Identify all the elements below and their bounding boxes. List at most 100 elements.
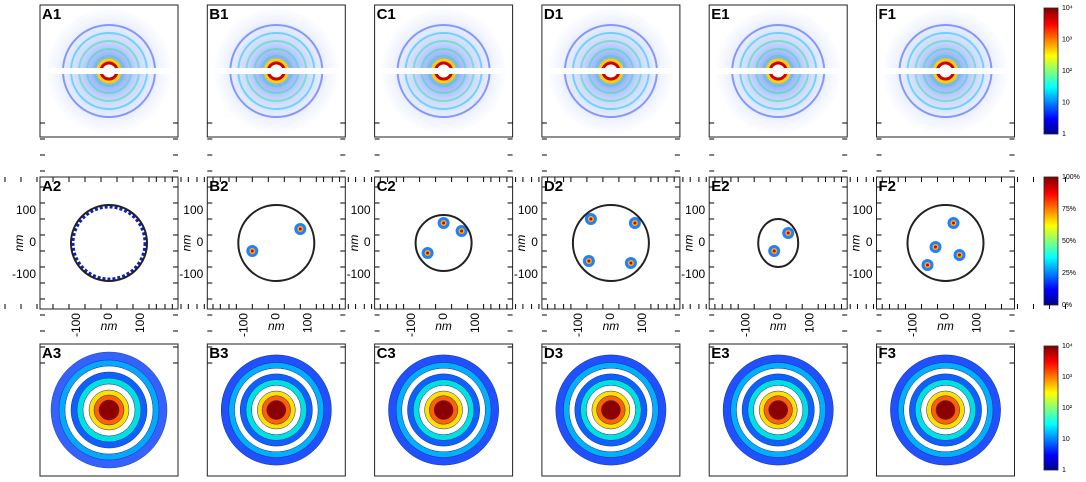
beamstop xyxy=(878,68,1014,74)
beamstop xyxy=(543,68,679,74)
x-tick-label: 100 xyxy=(133,313,147,333)
panel-label: E2 xyxy=(711,178,729,195)
panel-label: C3 xyxy=(377,345,396,362)
beamstop xyxy=(208,68,344,74)
y-tick-label: 100 xyxy=(16,203,36,217)
y-axis-label: nm xyxy=(681,235,695,252)
panel-label: C2 xyxy=(377,178,396,195)
density xyxy=(73,207,145,279)
density xyxy=(787,232,790,235)
support xyxy=(238,205,314,281)
x-tick-label: -100 xyxy=(404,313,418,337)
colorbar-label: 0% xyxy=(1062,302,1072,309)
y-tick-label: -100 xyxy=(681,267,705,281)
y-tick-label: -100 xyxy=(514,267,538,281)
colorbar-label: 10² xyxy=(1062,68,1073,75)
x-tick-label: -100 xyxy=(738,313,752,337)
y-axis-label: nm xyxy=(347,235,361,252)
colorbar-label: 1 xyxy=(1062,131,1066,138)
density xyxy=(952,222,955,225)
panel-label: B2 xyxy=(209,178,228,195)
x-tick-label: 100 xyxy=(468,313,482,333)
center xyxy=(603,402,619,418)
y-tick-label: -100 xyxy=(179,267,203,281)
colorbar-label: 25% xyxy=(1062,270,1076,277)
support xyxy=(758,219,798,267)
y-tick-label: -100 xyxy=(848,267,872,281)
colorbar xyxy=(1044,177,1058,305)
colorbar-label: 100% xyxy=(1062,174,1080,181)
y-tick-label: -100 xyxy=(347,267,371,281)
colorbar-label: 10³ xyxy=(1062,36,1073,43)
support xyxy=(908,205,984,281)
x-tick-label: 100 xyxy=(802,313,816,333)
panel-frame xyxy=(542,177,680,309)
x-tick-label: -100 xyxy=(236,313,250,337)
panel-frame xyxy=(40,177,178,309)
density xyxy=(958,254,961,257)
y-tick-label: 0 xyxy=(29,235,36,249)
support xyxy=(573,205,649,281)
panel-frame xyxy=(709,177,847,309)
colorbar-label: 10 xyxy=(1062,99,1070,106)
panel-label: A2 xyxy=(42,178,61,195)
panel-frame xyxy=(877,177,1015,309)
x-tick-label: 100 xyxy=(300,313,314,333)
x-axis-label: nm xyxy=(603,319,620,333)
x-axis-label: nm xyxy=(937,319,954,333)
y-axis-label: nm xyxy=(514,235,528,252)
panel-label: F3 xyxy=(879,345,897,362)
panel-label: A1 xyxy=(42,6,61,23)
panel-label: D3 xyxy=(544,345,563,362)
y-tick-label: 100 xyxy=(685,203,705,217)
panel-frame xyxy=(207,177,345,309)
x-axis-label: nm xyxy=(101,319,118,333)
colorbar xyxy=(1044,346,1058,470)
center xyxy=(101,402,117,418)
colorbar-label: 10⁴ xyxy=(1062,343,1073,350)
density xyxy=(773,250,776,253)
density xyxy=(299,228,302,231)
support xyxy=(71,205,147,281)
center xyxy=(268,402,284,418)
figure: A1B1C1D1E1F1100-10000-100100nmnmA2100-10… xyxy=(0,0,1086,482)
y-tick-label: 100 xyxy=(351,203,371,217)
density xyxy=(934,246,937,249)
colorbar-label: 50% xyxy=(1062,238,1076,245)
x-tick-label: 100 xyxy=(635,313,649,333)
panel-label: B3 xyxy=(209,345,228,362)
y-tick-label: -100 xyxy=(12,267,36,281)
panel-label: E1 xyxy=(711,6,729,23)
panel-frame xyxy=(375,177,513,309)
panel-label: D2 xyxy=(544,178,563,195)
y-tick-label: 0 xyxy=(866,235,873,249)
center xyxy=(770,402,786,418)
y-tick-label: 100 xyxy=(852,203,872,217)
x-tick-label: -100 xyxy=(69,313,83,337)
beamstop xyxy=(710,68,846,74)
y-axis-label: nm xyxy=(12,235,26,252)
panel-label: C1 xyxy=(377,6,396,23)
panel-label: F1 xyxy=(879,6,897,23)
center xyxy=(436,402,452,418)
density xyxy=(633,222,636,225)
density xyxy=(587,260,590,263)
density xyxy=(426,252,429,255)
colorbar-label: 10⁴ xyxy=(1062,5,1073,12)
center xyxy=(938,402,954,418)
x-axis-label: nm xyxy=(268,319,285,333)
y-axis-label: nm xyxy=(849,235,863,252)
x-tick-label: 100 xyxy=(970,313,984,333)
beamstop xyxy=(41,68,177,74)
density xyxy=(460,230,463,233)
density xyxy=(629,262,632,265)
y-tick-label: 100 xyxy=(518,203,538,217)
y-axis-label: nm xyxy=(179,235,193,252)
colorbar xyxy=(1044,8,1058,134)
x-axis-label: nm xyxy=(435,319,452,333)
panel-label: D1 xyxy=(544,6,563,23)
y-tick-label: 0 xyxy=(364,235,371,249)
y-tick-label: 0 xyxy=(699,235,706,249)
colorbar-label: 10 xyxy=(1062,436,1070,443)
colorbar-label: 10² xyxy=(1062,405,1073,412)
